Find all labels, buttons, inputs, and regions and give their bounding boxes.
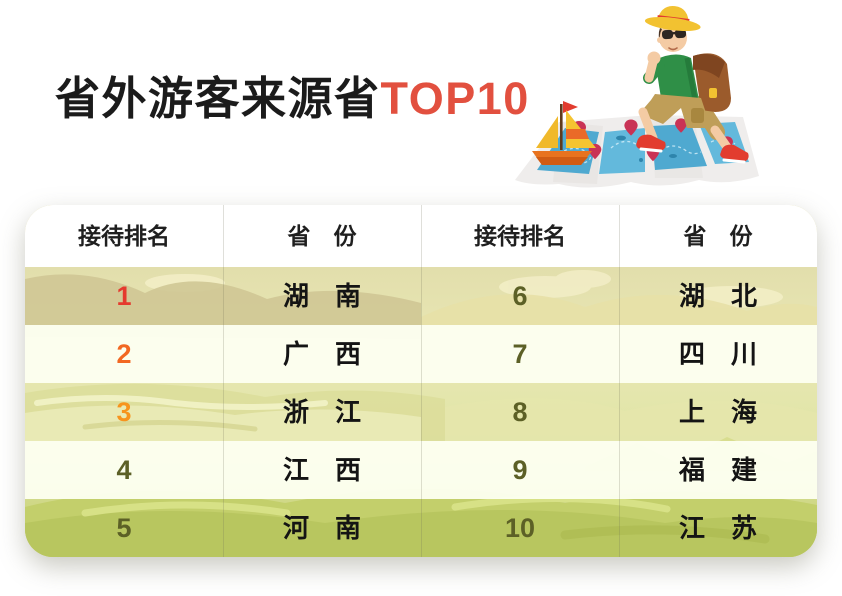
- rank-cell: 9: [512, 454, 528, 485]
- traveler-on-map-illustration: [515, 5, 759, 188]
- page-title: 省外游客来源省TOP10: [55, 62, 530, 127]
- province-cell: 江 苏: [678, 513, 757, 543]
- header-province-right: 省 份: [683, 222, 753, 249]
- province-cell: 河 南: [282, 513, 361, 543]
- column-divider: [421, 205, 422, 557]
- page-title-main: 省外游客来源省: [55, 73, 381, 124]
- hero-illustration: [503, 2, 771, 194]
- province-cell: 湖 北: [678, 281, 757, 311]
- table-header-row: 接待排名 省 份 接待排名 省 份: [25, 205, 817, 267]
- province-cell: 江 西: [282, 455, 361, 485]
- province-cell: 广 西: [282, 339, 361, 369]
- province-cell: 福 建: [678, 455, 757, 485]
- travel-map-icon: [515, 115, 759, 188]
- province-cell: 湖 南: [282, 281, 361, 311]
- rank-cell: 4: [116, 454, 132, 485]
- sailboat-icon: [532, 101, 596, 165]
- rank-cell: 5: [116, 512, 132, 543]
- table-row: 5 河 南 10 江 苏: [25, 499, 817, 557]
- rank-cell: 10: [504, 512, 536, 543]
- province-cell: 浙 江: [282, 397, 361, 427]
- table-row: 1 湖 南 6 湖 北: [25, 267, 817, 325]
- table-row: 2 广 西 7 四 川: [25, 325, 817, 383]
- header-rank-left: 接待排名: [78, 222, 170, 249]
- rank-cell: 7: [512, 338, 528, 369]
- ranking-table-card: 接待排名 省 份 接待排名 省 份 1 湖 南 6 湖 北 2 广 西 7 四 …: [25, 205, 817, 557]
- page-title-highlight: TOP10: [380, 73, 530, 124]
- ranking-table: 接待排名 省 份 接待排名 省 份 1 湖 南 6 湖 北 2 广 西 7 四 …: [25, 205, 817, 557]
- province-cell: 上 海: [678, 397, 757, 427]
- header-rank-right: 接待排名: [474, 222, 566, 249]
- rank-cell: 6: [512, 280, 528, 311]
- traveler-icon: [636, 5, 749, 164]
- province-cell: 四 川: [678, 339, 757, 369]
- table-row: 4 江 西 9 福 建: [25, 441, 817, 499]
- rank-cell: 2: [116, 338, 132, 369]
- header-province-left: 省 份: [287, 222, 357, 249]
- table-row: 3 浙 江 8 上 海: [25, 383, 817, 441]
- rank-cell: 3: [116, 396, 132, 427]
- column-divider: [223, 205, 224, 557]
- rank-cell: 8: [512, 396, 528, 427]
- rank-cell: 1: [116, 280, 132, 311]
- column-divider: [619, 205, 620, 557]
